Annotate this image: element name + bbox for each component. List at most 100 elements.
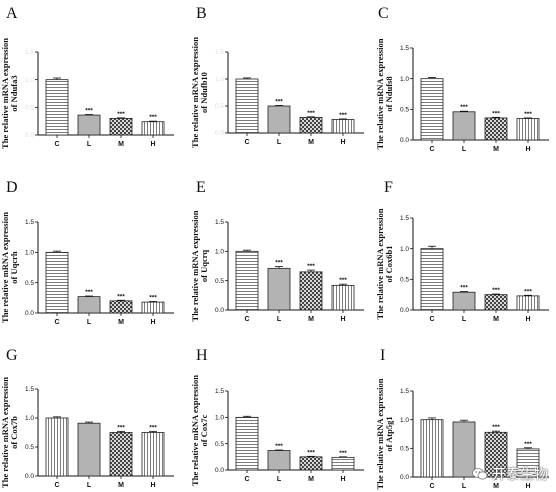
y-tick-label: 0.5 (215, 103, 224, 110)
y-tick-label: 0.5 (25, 280, 34, 287)
category-label: M (308, 316, 314, 323)
category-label: L (462, 146, 467, 153)
significance-label: *** (307, 110, 315, 117)
y-tick-label: 1.0 (215, 76, 224, 83)
panel-f: F The relative mRNA expression of Cox6b1 0.… (375, 179, 549, 323)
y-tick-label: 1.0 (400, 76, 409, 83)
y-tick-label: 1.0 (215, 249, 224, 256)
y-tick-label: 0.5 (25, 444, 34, 451)
y-tick-label: 0.5 (400, 277, 409, 284)
panel-letter: D (6, 179, 18, 196)
category-label: L (277, 139, 282, 146)
bar (331, 456, 355, 471)
y-tick-label: 1.5 (25, 49, 34, 56)
significance-label: *** (149, 294, 157, 301)
category-label: C (429, 316, 434, 323)
bar (235, 78, 259, 134)
category-label: M (118, 319, 124, 326)
y-tick-label: 1.5 (400, 45, 409, 52)
significance-label: *** (524, 441, 532, 448)
y-tick-label: 0.0 (25, 132, 34, 139)
y-tick-label: 0.0 (215, 130, 224, 137)
bar (141, 301, 165, 314)
significance-label: *** (492, 424, 500, 431)
bar (235, 250, 259, 311)
bar (109, 432, 133, 477)
y-axis-label: of Cox7c (199, 414, 209, 446)
bar (516, 295, 540, 311)
category-label: L (87, 141, 92, 148)
bar (45, 417, 69, 477)
significance-label: *** (117, 424, 125, 431)
significance-label: *** (460, 285, 468, 292)
y-tick-label: 1.0 (25, 77, 34, 84)
category-label: M (118, 482, 124, 489)
y-tick-label: 1.5 (215, 49, 224, 56)
bar (267, 105, 291, 134)
significance-label: *** (117, 111, 125, 118)
y-tick-label: 1.5 (215, 388, 224, 395)
y-axis-label: of Atp5g1 (384, 416, 394, 451)
y-axis-label: of Cox7b (9, 416, 19, 449)
category-label: M (493, 146, 499, 153)
wechat-icon (472, 468, 488, 480)
bar (299, 271, 323, 311)
watermark-text: 开泰生物 (492, 467, 548, 483)
category-label: C (244, 476, 249, 483)
bar (141, 121, 165, 136)
panel-d: D The relative mRNA expression of Uqcrh 0.0… (0, 179, 174, 326)
y-tick-label: 1.5 (400, 388, 409, 395)
panel-letter: C (378, 5, 389, 22)
bar (420, 78, 444, 141)
y-axis-label: The relative mRNA expression (375, 38, 385, 149)
significance-label: *** (307, 263, 315, 270)
significance-label: *** (339, 450, 347, 457)
y-axis-label: The relative mRNA expression (0, 212, 10, 323)
category-label: M (493, 483, 499, 490)
panel-letter: I (380, 347, 385, 364)
bar (484, 117, 508, 141)
category-label: L (462, 483, 467, 490)
category-label: C (54, 319, 59, 326)
significance-label: *** (339, 112, 347, 119)
y-axis-label: The relative mRNA expression (190, 375, 200, 486)
y-axis-label: The relative mRNA expression (375, 378, 385, 489)
y-axis-label: The relative mRNA expression (0, 38, 10, 149)
category-label: M (308, 139, 314, 146)
y-tick-label: 1.0 (25, 415, 34, 422)
y-tick-label: 0.5 (215, 441, 224, 448)
bar (331, 119, 355, 134)
panel-letter: F (384, 179, 393, 196)
bar (77, 296, 101, 314)
bar (109, 300, 133, 314)
category-label: L (87, 482, 92, 489)
significance-label: *** (275, 98, 283, 105)
bar (299, 116, 323, 134)
bar (516, 118, 540, 141)
significance-label: *** (460, 104, 468, 111)
significance-label: *** (307, 449, 315, 456)
significance-label: *** (524, 288, 532, 295)
y-tick-label: 1.0 (400, 417, 409, 424)
y-tick-label: 0.0 (400, 307, 409, 314)
bar (452, 111, 476, 141)
category-label: C (429, 483, 434, 490)
panel-e: E The relative mRNA expression of Uqcrq 0.0… (190, 179, 364, 323)
y-axis-label: The relative mRNA expression (190, 37, 200, 148)
bar (420, 248, 444, 311)
bar (267, 450, 291, 471)
category-label: C (54, 482, 59, 489)
bar (109, 118, 133, 136)
significance-label: *** (524, 111, 532, 118)
y-axis-label: The relative mRNA expression (190, 210, 200, 321)
category-label: H (150, 319, 155, 326)
panel-i: I The relative mRNA expression of Atp5g1 0.… (375, 347, 549, 490)
panel-letter: G (6, 347, 18, 364)
y-tick-label: 0.5 (400, 446, 409, 453)
watermark: 开泰生物 (472, 464, 548, 484)
bar (235, 416, 259, 471)
category-label: C (54, 141, 59, 148)
y-tick-label: 0.5 (400, 107, 409, 114)
category-label: L (87, 319, 92, 326)
